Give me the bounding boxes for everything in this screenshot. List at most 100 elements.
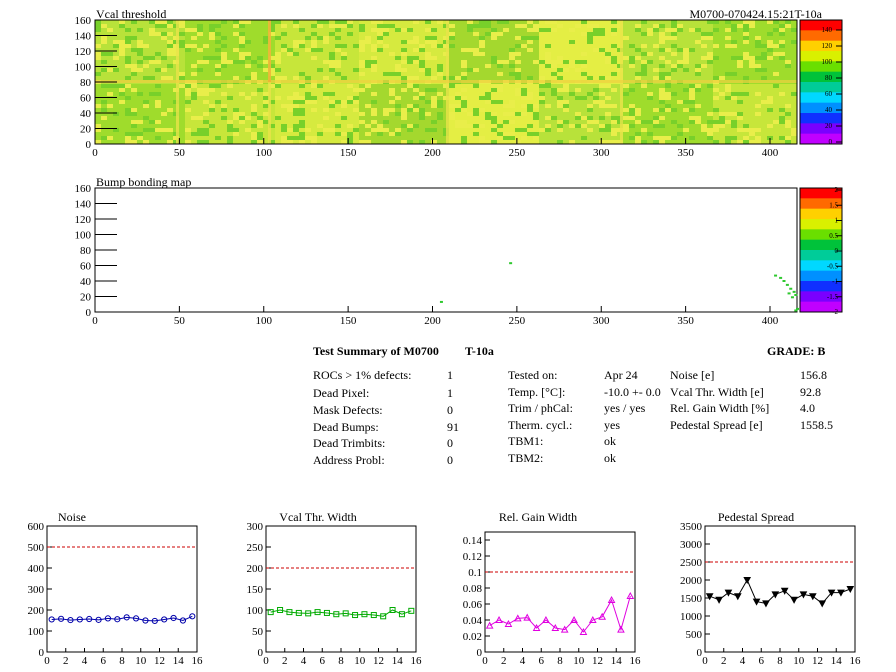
heatmap-cell bbox=[335, 100, 341, 104]
heatmap-cell bbox=[389, 24, 395, 28]
heatmap-cell bbox=[143, 40, 149, 44]
y-tick-label: 50 bbox=[252, 626, 264, 638]
heatmap-cell bbox=[557, 124, 563, 128]
heatmap-cell bbox=[389, 132, 395, 136]
heatmap-cell bbox=[563, 120, 569, 124]
heatmap-cell bbox=[347, 68, 353, 72]
heatmap-cell bbox=[251, 20, 257, 24]
heatmap-cell bbox=[497, 84, 503, 88]
heatmap-cell bbox=[143, 112, 149, 116]
heatmap-cell bbox=[311, 140, 317, 144]
heatmap-cell bbox=[425, 124, 431, 128]
heatmap-cell bbox=[491, 56, 497, 60]
heatmap-cell bbox=[659, 72, 665, 76]
heatmap-cell bbox=[329, 104, 335, 108]
heatmap-cell bbox=[785, 108, 791, 112]
heatmap-cell bbox=[689, 48, 695, 52]
heatmap-cell bbox=[395, 88, 401, 92]
heatmap-cell bbox=[689, 140, 695, 144]
heatmap-cell bbox=[767, 28, 773, 32]
heatmap-cell bbox=[425, 100, 431, 104]
heatmap-cell bbox=[587, 132, 593, 136]
heatmap-cell bbox=[767, 52, 773, 56]
heatmap-cell bbox=[515, 76, 521, 80]
heatmap-cell bbox=[509, 100, 515, 104]
heatmap-cell bbox=[623, 20, 629, 24]
heatmap-cell bbox=[461, 36, 467, 40]
heatmap-cell bbox=[227, 136, 233, 140]
heatmap-cell bbox=[95, 28, 101, 32]
heatmap-cell bbox=[263, 96, 269, 100]
heatmap-cell bbox=[473, 88, 479, 92]
heatmap-cell bbox=[557, 120, 563, 124]
heatmap-cell bbox=[179, 64, 185, 68]
heatmap-cell bbox=[437, 40, 443, 44]
heatmap-cell bbox=[623, 128, 629, 132]
heatmap-cell bbox=[227, 132, 233, 136]
heatmap-cell bbox=[653, 96, 659, 100]
heatmap-cell bbox=[479, 100, 485, 104]
heatmap-cell bbox=[275, 28, 281, 32]
heatmap-cell bbox=[233, 64, 239, 68]
heatmap-cell bbox=[749, 124, 755, 128]
heatmap-cell bbox=[461, 96, 467, 100]
heatmap-cell bbox=[761, 24, 767, 28]
heatmap-cell bbox=[437, 92, 443, 96]
heatmap-cell bbox=[623, 56, 629, 60]
heatmap-cell bbox=[251, 120, 257, 124]
heatmap-cell bbox=[437, 56, 443, 60]
heatmap-cell bbox=[251, 128, 257, 132]
heatmap-cell bbox=[785, 112, 791, 116]
heatmap-cell bbox=[317, 112, 323, 116]
heatmap-cell bbox=[629, 72, 635, 76]
heatmap-cell bbox=[263, 72, 269, 76]
heatmap-cell bbox=[737, 96, 743, 100]
heatmap-cell bbox=[113, 40, 119, 44]
data-point bbox=[389, 607, 396, 613]
heatmap-cell bbox=[137, 72, 143, 76]
heatmap-cell bbox=[539, 68, 545, 72]
heatmap-cell bbox=[239, 20, 245, 24]
heatmap-cell bbox=[791, 24, 797, 28]
heatmap-cell bbox=[161, 132, 167, 136]
heatmap-cell bbox=[701, 64, 707, 68]
heatmap-cell bbox=[719, 140, 725, 144]
heatmap-cell bbox=[377, 20, 383, 24]
heatmap-cell bbox=[263, 108, 269, 112]
heatmap-cell bbox=[491, 32, 497, 36]
palette-swatch bbox=[800, 260, 842, 272]
heatmap-cell bbox=[761, 136, 767, 140]
heatmap-cell bbox=[479, 28, 485, 32]
heatmap-cell bbox=[281, 100, 287, 104]
heatmap-cell bbox=[539, 108, 545, 112]
heatmap-cell bbox=[515, 32, 521, 36]
heatmap-cell bbox=[359, 108, 365, 112]
heatmap-cell bbox=[755, 76, 761, 80]
heatmap-cell bbox=[695, 136, 701, 140]
heatmap-cell bbox=[191, 136, 197, 140]
heatmap-cell bbox=[455, 124, 461, 128]
heatmap-cell bbox=[635, 32, 641, 36]
heatmap-cell bbox=[509, 128, 515, 132]
heatmap-cell bbox=[161, 120, 167, 124]
heatmap-cell bbox=[329, 132, 335, 136]
heatmap-cell bbox=[359, 84, 365, 88]
heatmap-cell bbox=[389, 112, 395, 116]
heatmap-cell bbox=[725, 72, 731, 76]
heatmap-cell bbox=[665, 140, 671, 144]
heatmap-cell bbox=[185, 112, 191, 116]
heatmap-cell bbox=[761, 76, 767, 80]
heatmap-cell bbox=[707, 56, 713, 60]
heatmap-cell bbox=[539, 88, 545, 92]
heatmap-cell bbox=[659, 140, 665, 144]
heatmap-cell bbox=[527, 116, 533, 120]
heatmap-cell bbox=[695, 20, 701, 24]
heatmap-cell bbox=[749, 100, 755, 104]
heatmap-cell bbox=[533, 120, 539, 124]
heatmap-cell bbox=[329, 116, 335, 120]
heatmap-cell bbox=[119, 44, 125, 48]
heatmap-cell bbox=[725, 120, 731, 124]
heatmap-cell bbox=[209, 96, 215, 100]
heatmap-cell bbox=[575, 128, 581, 132]
heatmap-cell bbox=[653, 112, 659, 116]
